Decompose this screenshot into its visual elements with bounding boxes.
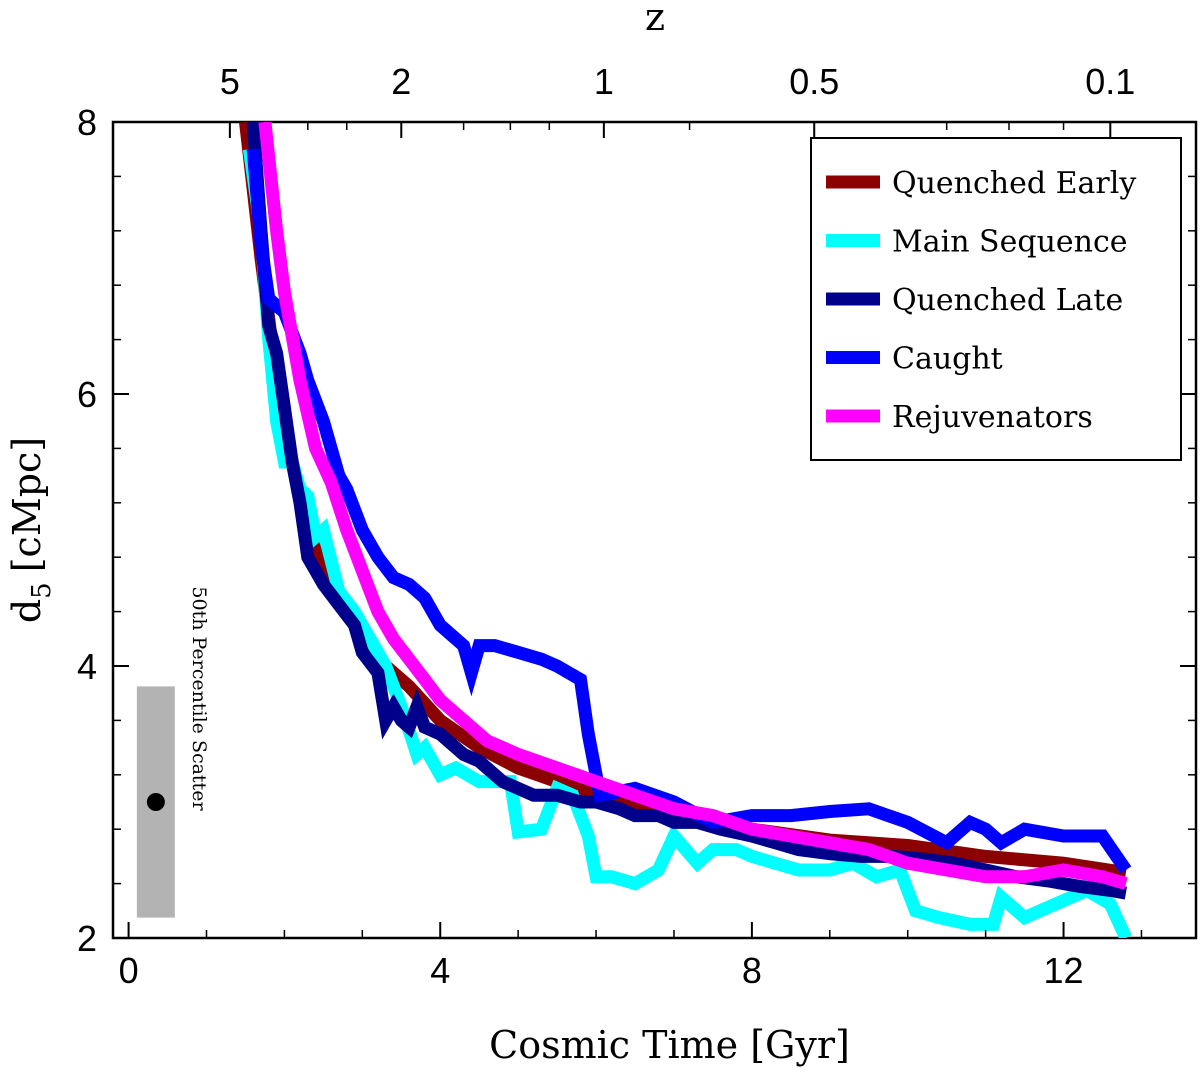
x-tick-label: 12 (1044, 950, 1084, 991)
y-axis-title-unit: [cMpc] (5, 437, 49, 572)
x-axis-title: Cosmic Time [Gyr] (489, 1023, 850, 1067)
legend-label: Caught (892, 342, 1003, 377)
y-tick-label: 8 (77, 102, 97, 143)
legend-label: Quenched Late (892, 283, 1123, 318)
legend-label: Quenched Early (892, 166, 1136, 201)
y-axis-title: d5 [cMpc] (5, 437, 57, 623)
x-tick-label: 0 (119, 950, 139, 991)
x-tick-label: 4 (430, 950, 450, 991)
top-tick-label: 0.5 (789, 61, 839, 102)
scatter-median-dot (146, 793, 165, 811)
x-tick-label: 8 (742, 950, 762, 991)
series-line-rejuvenators (258, 122, 1128, 890)
scatter-label: 50th Percentile Scatter (188, 586, 210, 811)
top-tick-label: 5 (220, 61, 240, 102)
plot-frame (111, 120, 1198, 940)
legend-label: Main Sequence (892, 225, 1128, 260)
top-tick-label: 1 (594, 61, 614, 102)
y-axis-title-sub: 5 (27, 582, 57, 599)
y-axis-title-main: d (5, 599, 49, 623)
legend-label: Rejuvenators (892, 400, 1093, 435)
series-line-caught (246, 148, 1132, 874)
top-tick-label: 0.1 (1085, 61, 1135, 102)
y-tick-label: 4 (77, 646, 97, 687)
top-axis-title: z (645, 0, 665, 39)
y-tick-label: 6 (77, 374, 97, 415)
top-tick-label: 2 (391, 61, 411, 102)
y-tick-label: 2 (77, 918, 97, 959)
series-line-main-sequence (242, 148, 1132, 938)
